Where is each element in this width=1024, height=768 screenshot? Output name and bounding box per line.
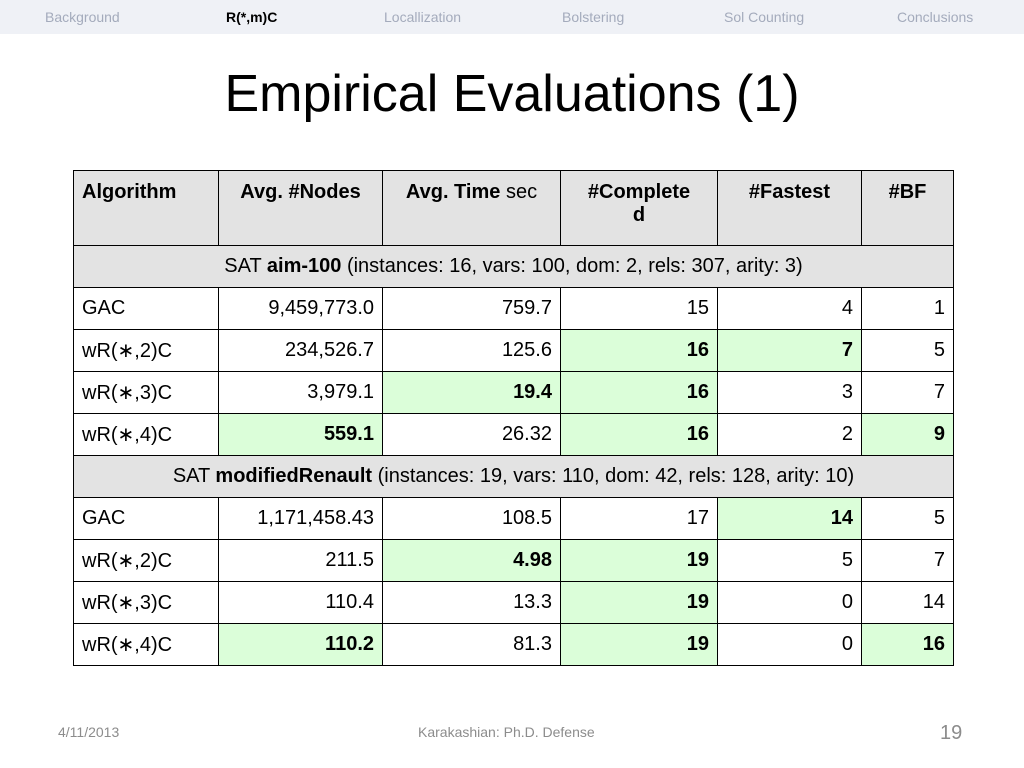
cell-completed: 16 <box>560 329 718 372</box>
cell-nodes: 110.4 <box>218 581 383 624</box>
nav-item-bolstering[interactable]: Bolstering <box>562 9 625 25</box>
cell-fastest: 2 <box>717 413 862 456</box>
nav-item-rmc[interactable]: R(*,m)C <box>226 9 278 25</box>
cell-algorithm: wR(∗,4)C <box>73 623 219 666</box>
cell-algorithm: GAC <box>73 497 219 540</box>
group-details: (instances: 16, vars: 100, dom: 2, rels:… <box>341 255 803 277</box>
table-row: GAC 9,459,773.0 759.7 15 4 1 <box>73 287 954 330</box>
cell-bf: 16 <box>861 623 954 666</box>
cell-completed: 19 <box>560 581 718 624</box>
cell-algorithm: GAC <box>73 287 219 330</box>
cell-fastest: 3 <box>717 371 862 414</box>
cell-time: 81.3 <box>382 623 561 666</box>
header-avg-time-label: Avg. Time <box>405 181 501 203</box>
table-row: GAC 1,171,458.43 108.5 17 14 5 <box>73 497 954 540</box>
table-header-row: Algorithm Avg. #Nodes Avg. Time sec #Com… <box>73 170 954 246</box>
cell-algorithm: wR(∗,2)C <box>73 539 219 582</box>
table-row: wR(∗,3)C 110.4 13.3 19 0 14 <box>73 581 954 624</box>
nav-item-localization[interactable]: Locallization <box>384 9 462 25</box>
table-row: wR(∗,4)C 559.1 26.32 16 2 9 <box>73 413 954 456</box>
cell-bf: 5 <box>861 329 954 372</box>
cell-bf: 7 <box>861 371 954 414</box>
page-title: Empirical Evaluations (1) <box>224 65 800 123</box>
cell-nodes: 211.5 <box>218 539 383 582</box>
cell-bf: 5 <box>861 497 954 540</box>
group-prefix: SAT <box>172 465 216 487</box>
cell-time: 13.3 <box>382 581 561 624</box>
cell-bf: 1 <box>861 287 954 330</box>
cell-completed: 16 <box>560 413 718 456</box>
footer-date: 4/11/2013 <box>58 724 120 740</box>
header-completed-line2: d <box>632 204 646 226</box>
group-details: (instances: 19, vars: 110, dom: 42, rels… <box>372 465 855 487</box>
cell-nodes: 110.2 <box>218 623 383 666</box>
cell-nodes: 234,526.7 <box>218 329 383 372</box>
cell-bf: 14 <box>861 581 954 624</box>
header-avg-time: Avg. Time sec <box>382 170 561 246</box>
table-row: wR(∗,3)C 3,979.1 19.4 16 3 7 <box>73 371 954 414</box>
table-row: wR(∗,2)C 211.5 4.98 19 5 7 <box>73 539 954 582</box>
header-avg-nodes: Avg. #Nodes <box>218 170 383 246</box>
results-table: Algorithm Avg. #Nodes Avg. Time sec #Com… <box>73 170 954 666</box>
cell-completed: 19 <box>560 539 718 582</box>
cell-fastest: 5 <box>717 539 862 582</box>
group-header-cell: SAT modifiedRenault (instances: 19, vars… <box>73 455 954 498</box>
cell-time: 759.7 <box>382 287 561 330</box>
header-time-unit: sec <box>500 181 538 203</box>
cell-completed: 15 <box>560 287 718 330</box>
group-prefix: SAT <box>224 255 267 277</box>
cell-time: 125.6 <box>382 329 561 372</box>
nav-item-background[interactable]: Background <box>45 9 120 25</box>
group-header-row: SAT aim-100 (instances: 16, vars: 100, d… <box>73 245 954 288</box>
cell-bf: 7 <box>861 539 954 582</box>
table-row: wR(∗,2)C 234,526.7 125.6 16 7 5 <box>73 329 954 372</box>
cell-time: 19.4 <box>382 371 561 414</box>
group-name: modifiedRenault <box>215 465 373 487</box>
cell-completed: 17 <box>560 497 718 540</box>
cell-completed: 16 <box>560 371 718 414</box>
cell-nodes: 3,979.1 <box>218 371 383 414</box>
group-header-row: SAT modifiedRenault (instances: 19, vars… <box>73 455 954 498</box>
cell-fastest: 0 <box>717 581 862 624</box>
header-fastest: #Fastest <box>717 170 862 246</box>
header-bf: #BF <box>861 170 954 246</box>
cell-algorithm: wR(∗,4)C <box>73 413 219 456</box>
cell-nodes: 1,171,458.43 <box>218 497 383 540</box>
nav-bar: Background R(*,m)C Locallization Bolster… <box>0 0 1024 34</box>
cell-completed: 19 <box>560 623 718 666</box>
group-name: aim-100 <box>266 255 342 277</box>
nav-item-sol-counting[interactable]: Sol Counting <box>724 9 805 25</box>
cell-algorithm: wR(∗,3)C <box>73 371 219 414</box>
table-row: wR(∗,4)C 110.2 81.3 19 0 16 <box>73 623 954 666</box>
cell-nodes: 9,459,773.0 <box>218 287 383 330</box>
header-completed-line1: #Complete <box>587 181 691 203</box>
cell-fastest: 14 <box>717 497 862 540</box>
cell-algorithm: wR(∗,3)C <box>73 581 219 624</box>
cell-fastest: 4 <box>717 287 862 330</box>
cell-bf: 9 <box>861 413 954 456</box>
cell-nodes: 559.1 <box>218 413 383 456</box>
nav-item-conclusions[interactable]: Conclusions <box>897 9 974 25</box>
cell-time: 4.98 <box>382 539 561 582</box>
cell-time: 26.32 <box>382 413 561 456</box>
header-algorithm: Algorithm <box>73 170 219 246</box>
cell-fastest: 0 <box>717 623 862 666</box>
header-completed: #Complete d <box>560 170 718 246</box>
page-number: 19 <box>940 722 963 744</box>
footer-center-text: Karakashian: Ph.D. Defense <box>418 724 595 740</box>
cell-fastest: 7 <box>717 329 862 372</box>
cell-algorithm: wR(∗,2)C <box>73 329 219 372</box>
group-header-cell: SAT aim-100 (instances: 16, vars: 100, d… <box>73 245 954 288</box>
cell-time: 108.5 <box>382 497 561 540</box>
